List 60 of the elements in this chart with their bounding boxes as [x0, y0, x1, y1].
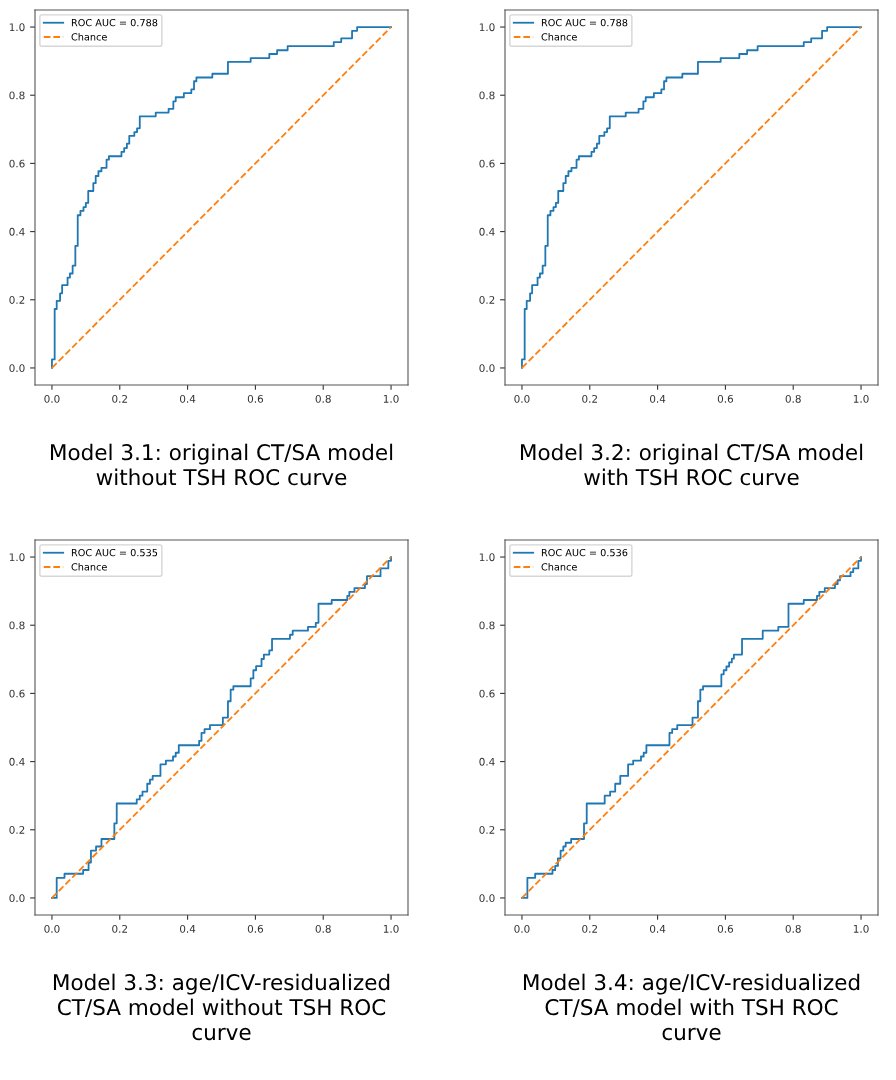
x-tick-label: 0.4 — [649, 394, 666, 403]
x-axis-title: Model 3.2: original CT/SA model with TSH ROC curve — [521, 443, 863, 486]
x-axis-title: Model 3.4: age/ICV-residualized CT/SA model with TSH ROC curve — [523, 973, 860, 1041]
x-tick-label: 0.8 — [785, 924, 801, 933]
legend-label: Chance — [71, 563, 107, 571]
y-tick-label: 0.6 — [479, 159, 495, 168]
x-tick-label: 0.6 — [247, 924, 264, 933]
y-tick-label: 0.2 — [9, 296, 25, 304]
x-tick-label: 0.6 — [717, 394, 734, 403]
y-tick-label: 0.0 — [9, 894, 25, 903]
legend-label: ROC AUC = 0.535 — [71, 548, 158, 557]
x-tick-label: 0.8 — [315, 924, 331, 933]
legend-label: Chance — [541, 563, 577, 571]
x-tick-label: 0.2 — [112, 924, 128, 933]
x-tick-label: 0.2 — [582, 394, 598, 403]
y-tick-label: 1.0 — [479, 23, 495, 32]
x-tick-label: 1.0 — [853, 924, 869, 933]
y-tick-label: 1.0 — [479, 553, 495, 562]
y-tick-label: 1.0 — [9, 553, 25, 562]
x-tick-label: 0.4 — [649, 924, 666, 933]
x-tick-label: 0.4 — [179, 924, 196, 933]
x-tick-label: 0.8 — [785, 394, 801, 403]
y-tick-label: 0.4 — [479, 227, 495, 236]
x-tick-label: 0.0 — [44, 394, 60, 403]
legend-label: ROC AUC = 0.536 — [541, 548, 628, 557]
y-tick-label: 0.8 — [479, 621, 495, 630]
y-tick-label: 0.0 — [479, 894, 495, 903]
x-tick-label: 1.0 — [383, 924, 399, 933]
y-tick-label: 0.2 — [9, 826, 25, 834]
y-tick-label: 0.8 — [479, 91, 495, 100]
y-tick-label: 0.4 — [9, 227, 25, 236]
legend-label: Chance — [541, 33, 577, 41]
y-tick-label: 0.2 — [479, 826, 495, 834]
x-tick-label: 1.0 — [383, 394, 399, 403]
y-tick-label: 1.0 — [9, 23, 25, 32]
y-tick-label: 0.6 — [9, 159, 25, 168]
y-tick-label: 0.6 — [9, 689, 25, 698]
y-tick-label: 0.6 — [479, 689, 495, 698]
y-tick-label: 0.8 — [9, 621, 25, 630]
x-tick-label: 0.6 — [247, 394, 264, 403]
x-tick-label: 0.0 — [514, 924, 530, 933]
y-tick-label: 0.2 — [479, 296, 495, 304]
x-axis-title: Model 3.1: original CT/SA model without TSH ROC curve — [51, 443, 393, 486]
y-tick-label: 0.4 — [479, 757, 495, 766]
x-tick-label: 0.4 — [179, 394, 196, 403]
x-tick-label: 0.0 — [514, 394, 530, 403]
legend-label: Chance — [71, 33, 107, 41]
y-tick-label: 0.0 — [9, 364, 25, 373]
x-tick-label: 0.2 — [582, 924, 598, 933]
legend-label: ROC AUC = 0.788 — [71, 18, 158, 27]
y-tick-label: 0.4 — [9, 757, 25, 766]
y-tick-label: 0.0 — [479, 364, 495, 373]
x-tick-label: 0.8 — [315, 394, 331, 403]
x-axis-title: Model 3.3: age/ICV-residualized CT/SA model without TSH ROC curve — [53, 973, 390, 1041]
x-tick-label: 1.0 — [853, 394, 869, 403]
x-tick-label: 0.0 — [44, 924, 60, 933]
x-tick-label: 0.2 — [112, 394, 128, 403]
legend-label: ROC AUC = 0.788 — [541, 18, 628, 27]
y-tick-label: 0.8 — [9, 91, 25, 100]
x-tick-label: 0.6 — [717, 924, 734, 933]
